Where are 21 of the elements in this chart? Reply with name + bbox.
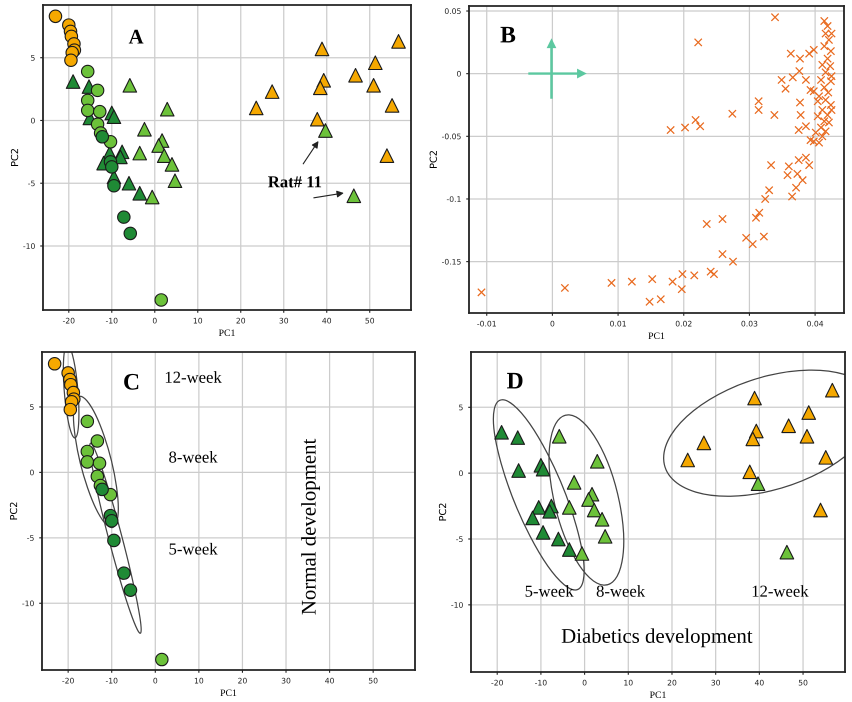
- annotation: 5-week: [170, 542, 218, 555]
- y-axis-title: PC2: [430, 151, 437, 168]
- annotation: A: [128, 30, 144, 44]
- annotation: 5-week: [526, 585, 574, 597]
- annotation: 12-week: [752, 585, 809, 597]
- annotation: 8-week: [596, 585, 646, 597]
- y-axis-title: PC2: [10, 502, 18, 520]
- annotation: D: [507, 372, 523, 388]
- y-axis-title: PC2: [438, 504, 446, 520]
- x-axis-title: PC1: [650, 692, 666, 698]
- annotation: 12-week: [166, 371, 222, 383]
- annotation: 8-week: [169, 450, 218, 463]
- annotation: C: [124, 374, 138, 390]
- x-axis-title: PC1: [218, 330, 235, 336]
- y-axis-title: PC2: [10, 149, 18, 166]
- annotation: B: [500, 26, 516, 42]
- annotation: Rat# 11: [268, 176, 322, 188]
- x-axis-title: PC1: [648, 332, 664, 340]
- x-axis-title: PC1: [220, 690, 236, 696]
- annotation: Normal development: [301, 438, 320, 615]
- annotation: Diabetics development: [562, 628, 752, 648]
